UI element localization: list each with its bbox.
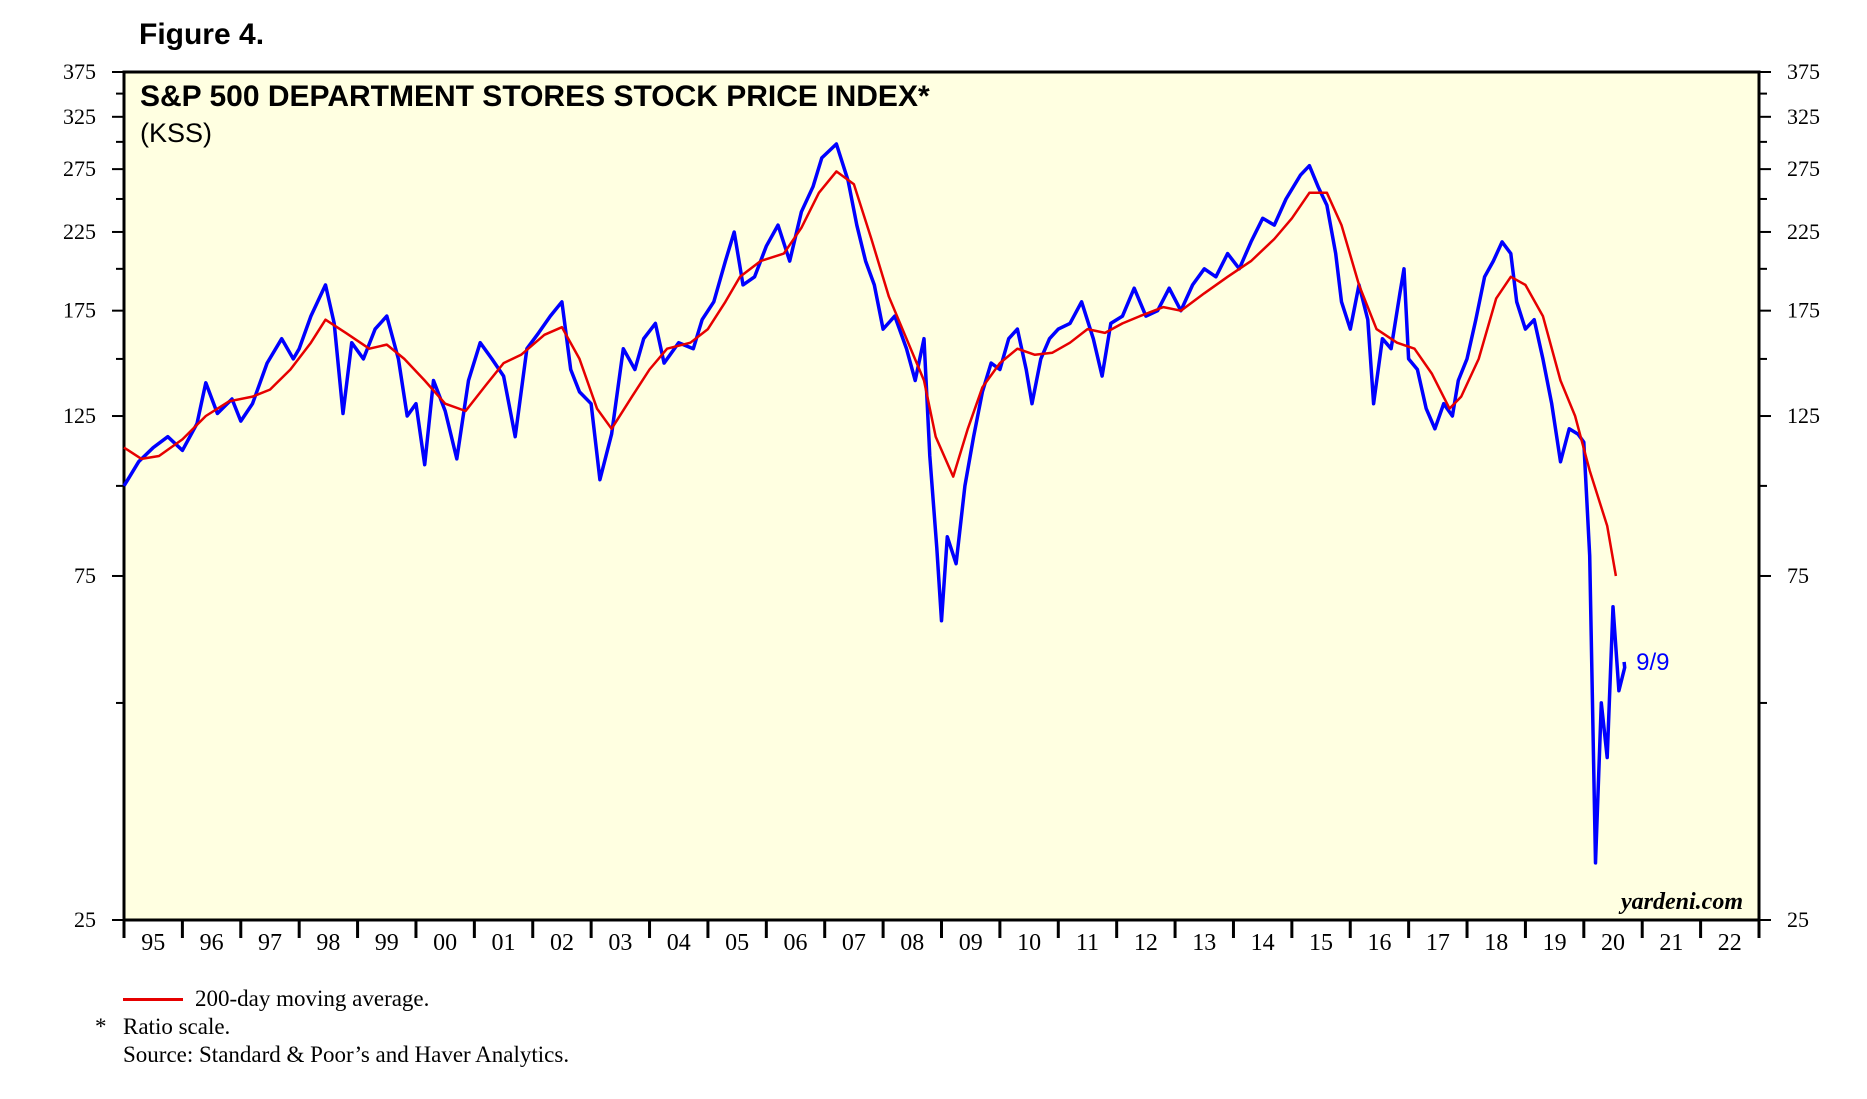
chart-title: S&P 500 DEPARTMENT STORES STOCK PRICE IN…	[140, 80, 930, 113]
x-tick-label-18: 18	[1484, 930, 1508, 956]
x-tick-label-16: 16	[1367, 930, 1391, 956]
source-note: Source: Standard & Poor’s and Haver Anal…	[123, 1042, 570, 1067]
x-tick-label-12: 12	[1134, 930, 1158, 956]
axes: 25 25 75 75 125 125 175 175 225 225 275 275 325 325 37…	[63, 59, 1820, 956]
y-tick-label-left-275: 275	[63, 156, 96, 181]
x-tick-label-14: 14	[1251, 930, 1275, 956]
chart-subtitle: (KSS)	[140, 118, 212, 148]
y-tick-label-left-125: 125	[63, 403, 96, 428]
y-tick-label-left-325: 325	[63, 104, 96, 129]
y-tick-label-right-225: 225	[1787, 219, 1820, 244]
x-tick-label-20: 20	[1601, 930, 1625, 956]
x-tick-label-98: 98	[316, 930, 340, 956]
y-tick-label-right-375: 375	[1787, 59, 1820, 84]
series-line-200-day-moving-average	[123, 170, 1618, 577]
x-tick-label-97: 97	[258, 930, 282, 956]
x-tick-label-95: 95	[141, 930, 165, 956]
x-tick-label-04: 04	[667, 930, 691, 956]
asterisk: *	[95, 1014, 107, 1039]
x-tick-label-07: 07	[842, 930, 866, 956]
y-tick-label-left-375: 375	[63, 59, 96, 84]
figure-label: Figure 4.	[139, 18, 265, 51]
watermark: yardeni.com	[1618, 889, 1743, 915]
x-tick-label-08: 08	[900, 930, 924, 956]
x-tick-label-11: 11	[1076, 930, 1099, 956]
series-line-kss	[122, 142, 1627, 865]
y-tick-label-right-75: 75	[1787, 563, 1809, 588]
x-tick-label-21: 21	[1659, 930, 1683, 956]
x-tick-label-01: 01	[492, 930, 516, 956]
x-tick-label-22: 22	[1718, 930, 1742, 956]
x-tick-label-10: 10	[1017, 930, 1041, 956]
legend-swatch-moving-average	[123, 998, 183, 1001]
x-tick-label-99: 99	[375, 930, 399, 956]
y-tick-label-left-175: 175	[63, 298, 96, 323]
x-tick-label-00: 00	[433, 930, 457, 956]
x-tick-label-17: 17	[1426, 930, 1450, 956]
plot-frame	[122, 70, 1761, 922]
x-tick-label-05: 05	[725, 930, 749, 956]
x-tick-label-15: 15	[1309, 930, 1333, 956]
x-tick-label-03: 03	[608, 930, 632, 956]
y-tick-label-right-125: 125	[1787, 403, 1820, 428]
y-tick-label-right-325: 325	[1787, 104, 1820, 129]
y-tick-label-right-25: 25	[1787, 907, 1809, 932]
x-tick-label-19: 19	[1543, 930, 1567, 956]
x-tick-label-96: 96	[200, 930, 224, 956]
y-tick-label-right-275: 275	[1787, 156, 1820, 181]
ratio-scale-note: Ratio scale.	[123, 1014, 231, 1039]
y-tick-label-left-25: 25	[74, 907, 96, 932]
series-group	[122, 142, 1627, 865]
x-tick-label-02: 02	[550, 930, 574, 956]
y-tick-label-right-175: 175	[1787, 298, 1820, 323]
x-tick-label-06: 06	[784, 930, 808, 956]
x-tick-label-09: 09	[959, 930, 983, 956]
legend-label: 200-day moving average.	[195, 986, 430, 1011]
x-tick-label-13: 13	[1192, 930, 1216, 956]
y-tick-label-left-75: 75	[74, 563, 96, 588]
end-label: 9/9	[1636, 649, 1669, 676]
y-tick-label-left-225: 225	[63, 219, 96, 244]
